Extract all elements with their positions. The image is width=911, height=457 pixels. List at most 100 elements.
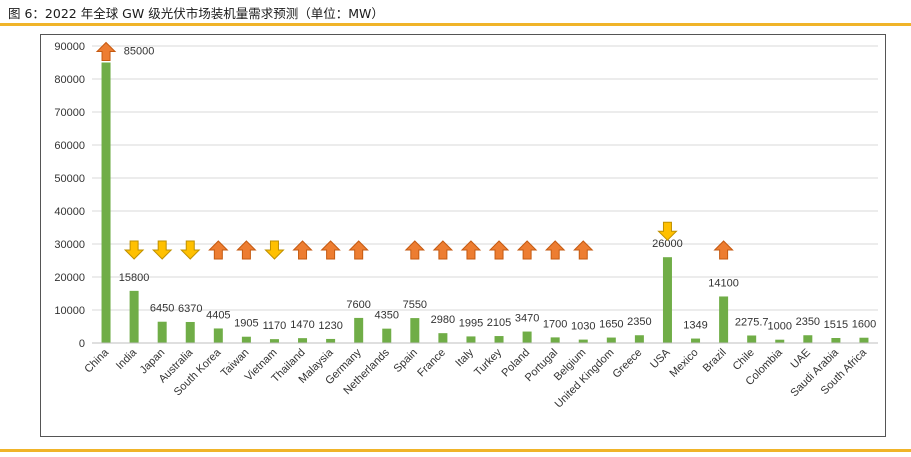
up-arrow-icon (713, 240, 734, 260)
up-arrow-icon (404, 240, 426, 260)
y-tick-label: 0 (79, 338, 85, 350)
bar (859, 337, 869, 343)
bar (747, 335, 757, 343)
bar (691, 338, 701, 343)
y-axis-ticks: 0 10000 20000 30000 40000 50000 60000 70000 8000… (54, 41, 85, 350)
data-label: 4350 (375, 310, 399, 322)
bar (410, 318, 420, 343)
gridlines (92, 45, 878, 311)
data-label: 2350 (796, 316, 820, 328)
up-arrow-icon (432, 240, 454, 260)
y-tick-label: 90000 (54, 41, 85, 53)
data-label: 1905 (234, 318, 258, 330)
category-label: India (114, 346, 140, 372)
bar (634, 335, 644, 343)
y-tick-label: 30000 (54, 239, 85, 251)
bar (662, 257, 672, 343)
bar (129, 290, 139, 343)
up-arrow-icon (516, 240, 538, 260)
bar (298, 338, 308, 343)
data-label: 1230 (318, 320, 342, 332)
down-arrow-icon (264, 240, 285, 260)
category-label: USA (648, 346, 673, 371)
top-rule (0, 23, 911, 26)
y-tick-label: 10000 (54, 305, 85, 317)
category-label: Turkey (472, 346, 504, 378)
data-label: 6370 (178, 303, 202, 315)
category-label: Italy (453, 346, 476, 369)
bar (326, 338, 336, 343)
data-label: 1030 (571, 321, 595, 333)
down-arrow-icon (180, 240, 201, 260)
bar (241, 336, 251, 343)
data-label: 1700 (543, 318, 567, 330)
data-label: 1600 (852, 319, 876, 331)
bar (185, 321, 195, 343)
data-label: 4405 (206, 309, 230, 321)
bar (438, 333, 448, 343)
bars (101, 62, 869, 343)
bottom-rule (0, 449, 911, 452)
category-label: UAE (788, 347, 812, 371)
y-tick-label: 80000 (54, 74, 85, 86)
up-arrow-icon (544, 240, 566, 260)
data-label: 85000 (124, 46, 155, 58)
bar (213, 328, 223, 343)
category-label: Mexico (668, 347, 701, 380)
down-arrow-icon (123, 240, 145, 260)
up-arrow-icon (460, 240, 482, 260)
bar (606, 337, 616, 343)
bar (157, 321, 167, 343)
bar (382, 328, 392, 343)
y-tick-label: 70000 (54, 107, 85, 119)
bar (494, 336, 504, 343)
bar (101, 62, 111, 343)
up-arrow-icon (348, 240, 369, 260)
bar (578, 339, 588, 343)
data-label: 7600 (346, 299, 370, 311)
bar (466, 336, 476, 343)
data-label: 2105 (487, 317, 511, 329)
y-tick-label: 20000 (54, 272, 85, 284)
bar (522, 331, 532, 343)
bar (719, 296, 729, 343)
data-label: 1650 (599, 319, 623, 331)
data-label: 26000 (652, 238, 683, 250)
data-label: 2275.7 (735, 316, 769, 328)
data-label: 1470 (290, 319, 314, 331)
data-label: 6450 (150, 303, 174, 315)
up-arrow-icon (573, 240, 594, 260)
data-label: 1349 (683, 320, 707, 332)
bar (550, 337, 560, 343)
bar (269, 339, 279, 343)
data-label: 2980 (431, 314, 455, 326)
y-tick-label: 60000 (54, 140, 85, 152)
category-label: France (415, 347, 448, 380)
bar (803, 335, 813, 343)
data-label: 1515 (824, 319, 848, 331)
data-label: 7550 (403, 299, 427, 311)
up-arrow-icon (320, 240, 341, 260)
up-arrow-icon (236, 240, 257, 260)
category-label: Brazil (701, 347, 729, 375)
up-arrow-icon (208, 240, 229, 260)
trend-arrows (95, 41, 734, 260)
bar (775, 339, 785, 343)
down-arrow-icon (151, 240, 173, 260)
up-arrow-icon (292, 240, 313, 260)
up-arrow-icon (488, 240, 510, 260)
data-label: 1995 (459, 317, 483, 329)
figure-title: 图 6：2022 年全球 GW 级光伏市场装机量需求预测（单位：MW） (8, 6, 384, 21)
up-arrow-icon (95, 41, 117, 61)
data-label: 15800 (119, 272, 150, 284)
y-tick-label: 50000 (54, 173, 85, 185)
data-label: 14100 (708, 277, 739, 289)
data-label: 2350 (627, 316, 651, 328)
data-label: 1000 (768, 321, 792, 333)
down-arrow-icon (657, 221, 678, 241)
category-label: Greece (611, 347, 645, 381)
bar (831, 338, 841, 343)
category-label: China (82, 346, 111, 375)
